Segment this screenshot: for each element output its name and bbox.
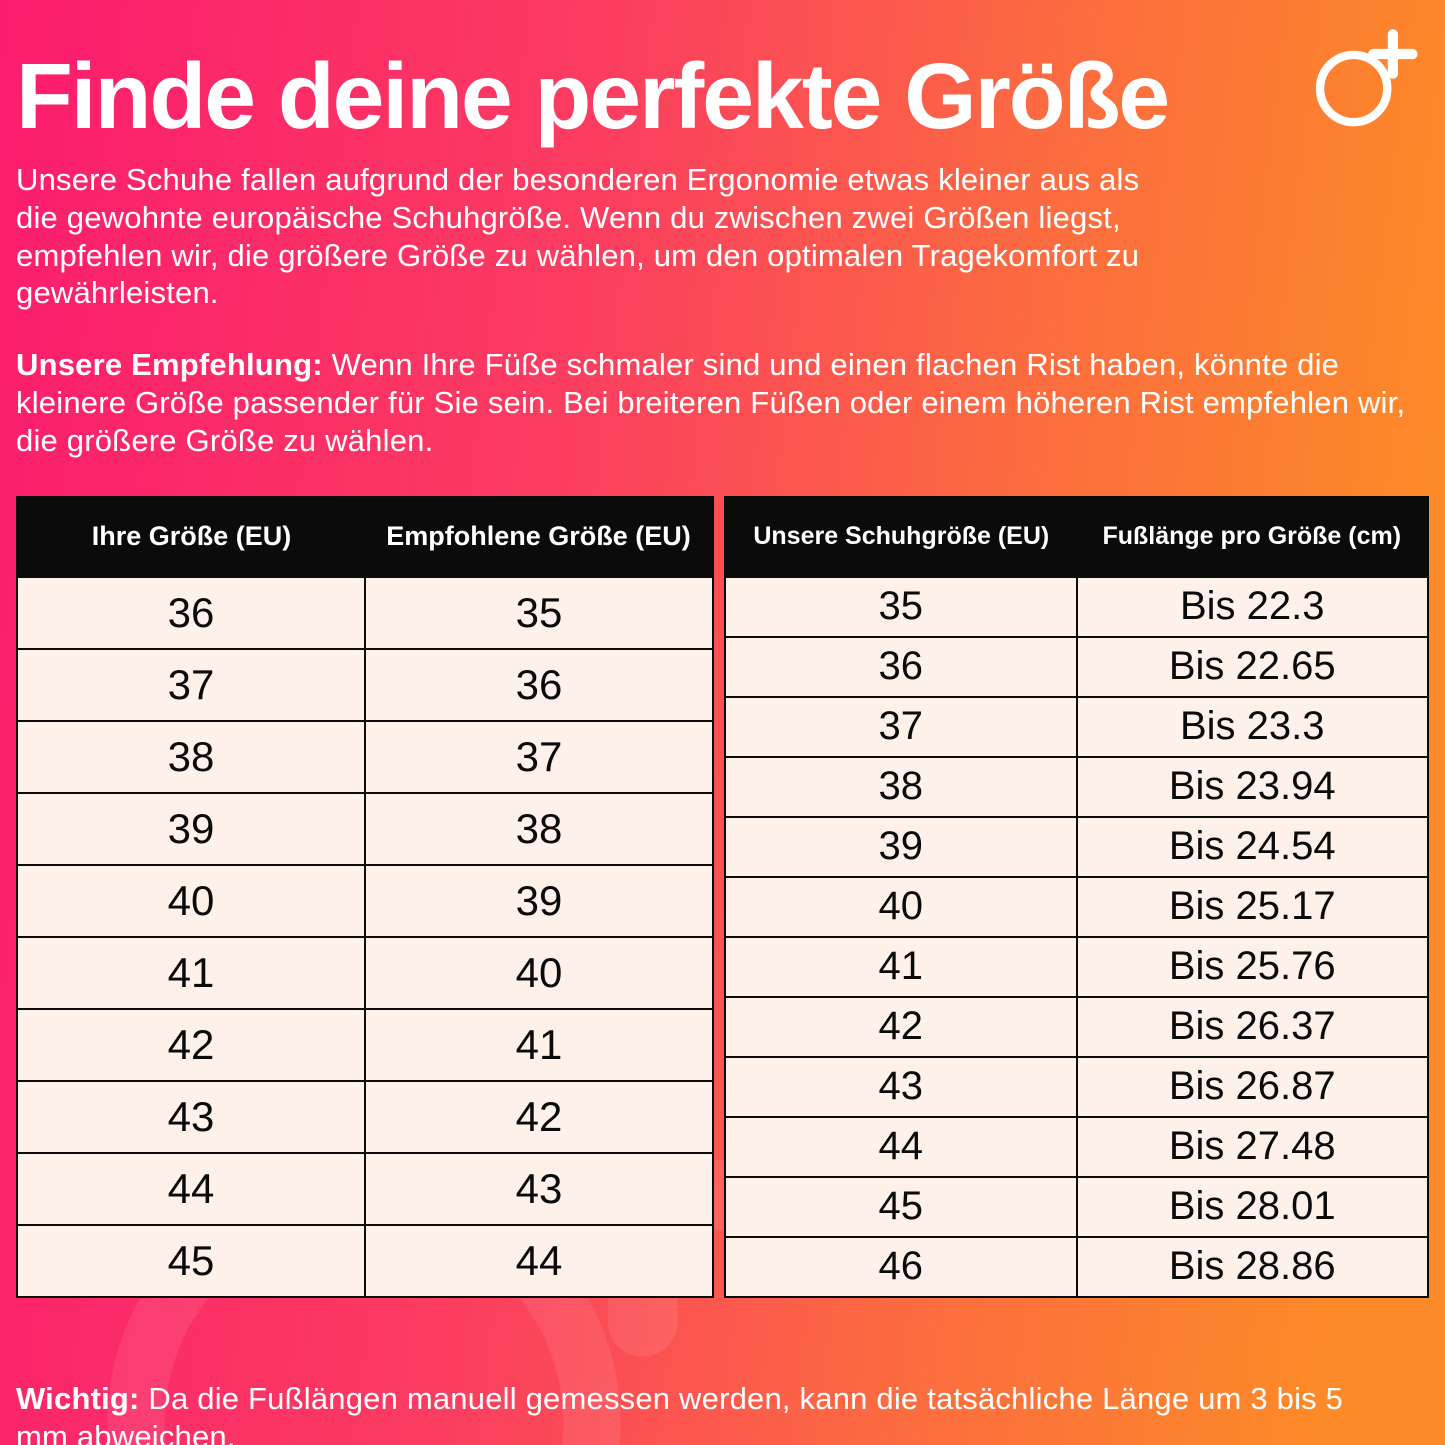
table-cell: Bis 23.3 [1075, 695, 1430, 758]
table-row: 41 Bis 25.76 [724, 935, 1430, 998]
table-row: 39 Bis 24.54 [724, 815, 1430, 878]
table-cell: Bis 26.87 [1075, 1055, 1430, 1118]
table-cell: 40 [364, 935, 715, 1010]
table-cell: 41 [15, 935, 367, 1010]
table-row: 44 Bis 27.48 [724, 1115, 1430, 1178]
table-row: 41 40 [15, 935, 715, 1010]
table-row: 39 38 [15, 791, 715, 866]
table-row: 42 Bis 26.37 [724, 995, 1430, 1058]
table-row: 43 42 [15, 1079, 715, 1154]
table-row: 36 35 [15, 575, 715, 650]
table-cell: 39 [724, 815, 1078, 878]
table-cell: 38 [364, 791, 715, 866]
table-cell: 44 [364, 1223, 715, 1298]
recommendation-text: Wenn Ihre Füße schmaler sind und einen f… [16, 347, 1406, 458]
important-note-text: Da die Fußlängen manuell gemessen werden… [16, 1380, 1344, 1445]
brand-logo-circle-plus-icon [1315, 29, 1418, 127]
page-title: Finde deine perfekte Größe [16, 44, 1170, 148]
table-row: 44 43 [15, 1151, 715, 1226]
table-cell: Bis 26.37 [1075, 995, 1430, 1058]
table-cell: Bis 22.65 [1075, 635, 1430, 698]
table-row: 45 44 [15, 1223, 715, 1298]
table-row: 40 39 [15, 863, 715, 938]
table-cell: Bis 24.54 [1075, 815, 1430, 878]
table-cell: 38 [724, 755, 1078, 818]
table-cell: 41 [364, 1007, 715, 1082]
table-cell: 43 [15, 1079, 367, 1154]
table-cell: Bis 23.94 [1075, 755, 1430, 818]
table-row: 45 Bis 28.01 [724, 1175, 1430, 1238]
table-cell: 40 [724, 875, 1078, 938]
table-cell: 43 [724, 1055, 1078, 1118]
table-row: 37 36 [15, 647, 715, 722]
table-row: 40 Bis 25.17 [724, 875, 1430, 938]
table-cell: 41 [724, 935, 1078, 998]
table-header-cell: Ihre Größe (EU) [17, 496, 366, 577]
recommendation-label: Unsere Empfehlung: [16, 347, 323, 383]
table-cell: 37 [364, 719, 715, 794]
table-row: 43 Bis 26.87 [724, 1055, 1430, 1118]
size-tables: Ihre Größe (EU) Empfohlene Größe (EU) 36 35… [15, 495, 1430, 1298]
table-cell: 43 [364, 1151, 715, 1226]
table-header-row: Unsere Schuhgröße (EU) Fußlänge pro Größe… [725, 496, 1428, 577]
foot-length-table: Unsere Schuhgröße (EU) Fußlänge pro Größe… [724, 495, 1430, 1298]
intro-text: Unsere Schuhe fallen aufgrund der besond… [16, 162, 1140, 311]
table-cell: 36 [724, 635, 1078, 698]
table-cell: Bis 25.17 [1075, 875, 1430, 938]
table-cell: 45 [724, 1175, 1078, 1238]
table-cell: 39 [364, 863, 715, 938]
table-cell: Bis 27.48 [1075, 1115, 1430, 1178]
table-cell: 42 [724, 995, 1078, 1058]
table-cell: Bis 28.01 [1075, 1175, 1430, 1238]
table-row: 37 Bis 23.3 [724, 695, 1430, 758]
size-conversion-table: Ihre Größe (EU) Empfohlene Größe (EU) 36 35… [15, 495, 715, 1298]
table-cell: 35 [364, 575, 715, 650]
table-cell: Bis 28.86 [1075, 1235, 1430, 1298]
table-header-cell: Fußlänge pro Größe (cm) [1076, 496, 1428, 577]
table-cell: Bis 25.76 [1075, 935, 1430, 998]
table-cell: 36 [364, 647, 715, 722]
recommendation-paragraph: Unsere Empfehlung: Wenn Ihre Füße schmal… [16, 346, 1416, 459]
table-row: 42 41 [15, 1007, 715, 1082]
table-header-cell: Empfohlene Größe (EU) [365, 496, 714, 577]
table-row: 36 Bis 22.65 [724, 635, 1430, 698]
table-row: 35 Bis 22.3 [724, 575, 1430, 638]
table-cell: 44 [724, 1115, 1078, 1178]
table-cell: 39 [15, 791, 367, 866]
table-header-cell: Unsere Schuhgröße (EU) [725, 496, 1077, 577]
table-cell: 44 [15, 1151, 367, 1226]
table-cell: 45 [15, 1223, 367, 1298]
table-cell: 37 [724, 695, 1078, 758]
important-note: Wichtig: Da die Fußlängen manuell gemess… [16, 1380, 1396, 1445]
table-cell: 37 [15, 647, 367, 722]
table-row: 38 37 [15, 719, 715, 794]
table-row: 46 Bis 28.86 [724, 1235, 1430, 1298]
table-cell: 38 [15, 719, 367, 794]
table-cell: Bis 22.3 [1075, 575, 1430, 638]
table-cell: 42 [364, 1079, 715, 1154]
table-row: 38 Bis 23.94 [724, 755, 1430, 818]
table-cell: 35 [724, 575, 1078, 638]
table-cell: 46 [724, 1235, 1078, 1298]
table-cell: 42 [15, 1007, 367, 1082]
table-cell: 36 [15, 575, 367, 650]
table-header-row: Ihre Größe (EU) Empfohlene Größe (EU) [17, 496, 714, 577]
table-cell: 40 [15, 863, 367, 938]
important-note-label: Wichtig: [16, 1380, 140, 1416]
